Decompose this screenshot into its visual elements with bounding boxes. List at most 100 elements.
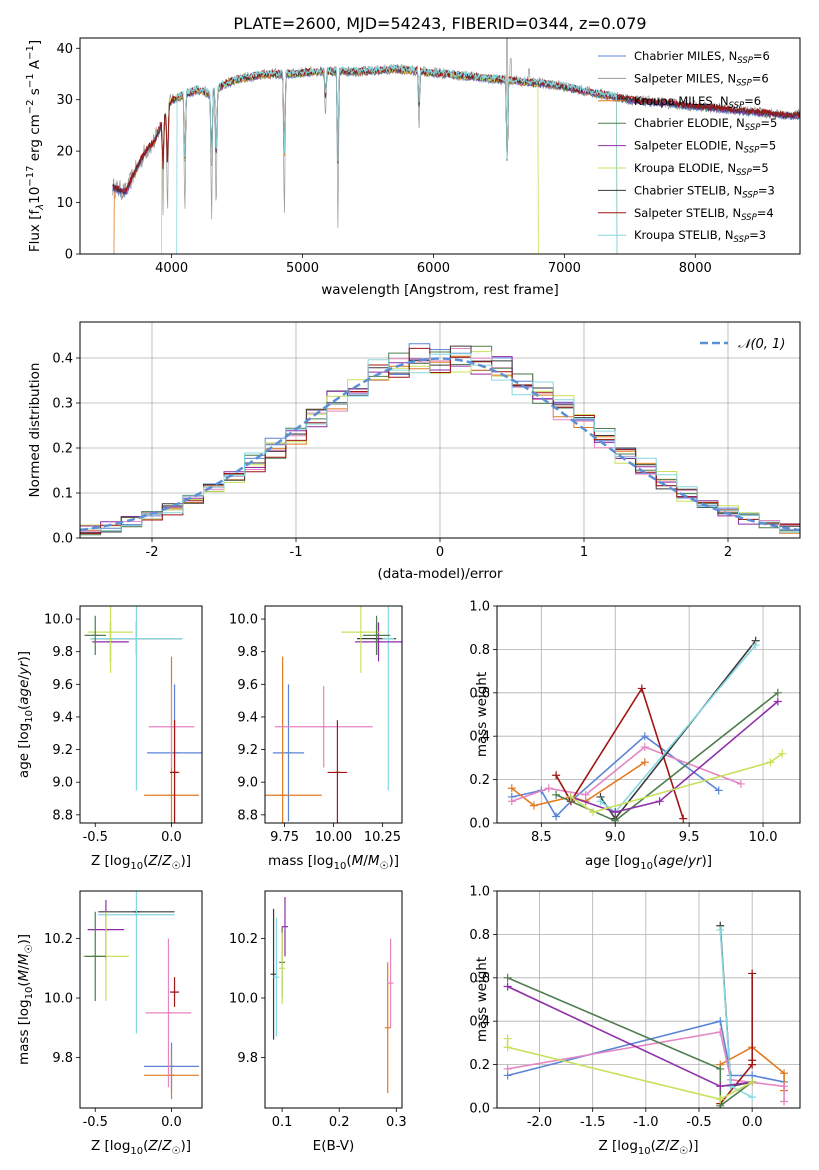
- age_vs_Z-x-axis-label-part: (: [143, 853, 148, 869]
- mass_vs_Z-x-axis-label-part: ☉: [171, 1146, 180, 1157]
- weight_vs_age-x-axis-label-part: age [log: [585, 853, 640, 869]
- weight_vs_age-marker-model_pink: [736, 779, 745, 788]
- mass_vs_Z-y-axis-label-part: 10: [24, 987, 35, 1000]
- legend-label-sub: SSP: [737, 56, 753, 66]
- weight_vs_Z-marker-salpeter_stelib: [748, 969, 757, 978]
- weight_vs_Z-line-kroupa_elodie: [506, 1038, 753, 1101]
- spectrum-y-axis-label-part: ]: [27, 40, 43, 45]
- weight_vs_Z-xtick-label: -0.5: [686, 1115, 711, 1130]
- legend-label-value: =5: [752, 161, 769, 175]
- residuals-xtick-label: 0: [436, 545, 444, 560]
- mass_vs_Z-ytick-label: 9.8: [52, 1051, 73, 1066]
- legend-label-sub: SSP: [745, 123, 761, 133]
- age_vs_Z-y-axis-label-part: )]: [16, 651, 32, 662]
- legend-label-value: =5: [759, 139, 776, 153]
- mass_vs_Z-plot-area: [83, 891, 199, 1100]
- spectrum-y-axis-label-part: s: [27, 88, 43, 99]
- mass_vs_Z-point-salpeter_stelib: [169, 977, 180, 1007]
- weight_vs_age-marker-chabrier_miles: [640, 732, 649, 741]
- legend-label-name: Kroupa MILES, N: [634, 94, 729, 108]
- weight_vs_Z-marker-model_pink: [503, 1064, 512, 1073]
- age_vs_Z-xtick-label: -0.5: [83, 830, 108, 845]
- mass_vs_Z-point-kroupa_miles: [144, 1051, 199, 1100]
- mass_vs_Z-xtick-label: 0.0: [161, 1115, 182, 1130]
- age_vs_mass-ytick-label: 9.0: [237, 776, 258, 791]
- age_vs_Z-y-axis-label-part: age: [16, 680, 32, 705]
- weight_vs_age-xtick-label: 9.5: [679, 830, 700, 845]
- age_vs_mass-x-axis-label-part: mass [log: [268, 853, 334, 869]
- weight_vs_age-marker-chabrier_elodie: [611, 816, 620, 823]
- spectrum-y-axis-label-part: −2: [25, 99, 36, 114]
- weight_vs_age-series-model_pink: [507, 743, 745, 806]
- residuals-xtick-label: -2: [146, 545, 159, 560]
- mass_vs_Z-point-chabrier_elodie: [84, 911, 106, 1001]
- age_vs_mass-point-kroupa_elodie: [341, 606, 381, 673]
- weight_vs_age-ytick-label: 0.2: [469, 773, 490, 788]
- mass_vs_Z-ytick-label: 10.2: [44, 932, 73, 947]
- weight_vs_Z-ticks: -2.0 -1.5 -1.0 -0.5 0.0 0.0 0.2 0.4 0.6 0.8 1.0: [469, 885, 762, 1131]
- age_vs_mass-x-axis-label-part: 10: [334, 861, 347, 872]
- weight_vs_Z-marker-kroupa_elodie: [503, 1043, 512, 1052]
- mass_vs_EBV-axes: 0.1 0.2 0.3 9.8 10.0 10.2: [229, 890, 407, 1130]
- weight_vs_Z-xtick-label: 0.0: [742, 1115, 763, 1130]
- spectrum-ticks: 4000 5000 6000 7000 8000 0 10 20 30 40: [56, 42, 711, 276]
- weight_vs_age-marker-chabrier_elodie: [773, 688, 782, 697]
- legend-label-chabrier_elodie: Chabrier ELODIE, NSSP=5: [634, 116, 777, 133]
- weight_vs_age-marker-kroupa_elodie: [566, 792, 575, 801]
- weight_vs_Z-marker-kroupa_miles: [780, 1069, 789, 1078]
- age_vs_Z-ytick-label: 9.4: [52, 710, 73, 725]
- weight_vs_age-marker-kroupa_miles: [529, 801, 538, 810]
- weight_vs_age-xtick-label: 8.5: [531, 830, 552, 845]
- age_vs_mass-x-axis-label-part: (: [346, 853, 351, 869]
- legend-label-name: Salpeter MILES, N: [634, 71, 736, 85]
- weight_vs_age-line-salpeter_elodie: [570, 700, 779, 813]
- weight_vs_Z-series-kroupa_stelib: [716, 926, 757, 1102]
- weight_vs_age-series-kroupa_elodie: [566, 749, 787, 817]
- weight_vs_age-ticks: 8.5 9.0 9.5 10.0 0.0 0.2 0.4 0.6 0.8 1.0: [469, 600, 777, 846]
- legend-label-name: Kroupa STELIB, N: [634, 228, 734, 242]
- age_vs_Z-x-axis-label-part: ☉: [171, 861, 180, 872]
- weight_vs_Z-xtick-label: -1.0: [633, 1115, 658, 1130]
- age_vs_mass-ytick-label: 9.6: [237, 678, 258, 693]
- weight_vs_age-marker-chabrier_miles: [552, 812, 561, 821]
- weight_vs_Z-plot-area: [503, 921, 789, 1108]
- legend-label-chabrier_miles: Chabrier MILES, NSSP=6: [634, 49, 770, 66]
- mass_vs_Z-x-axis-label-part: 10: [130, 1146, 143, 1157]
- spectrum-ytick-label: 0: [65, 248, 73, 263]
- residuals-ytick-label: 0.4: [52, 352, 73, 367]
- weight_vs_Z-x-axis-label-part: (: [651, 1138, 656, 1154]
- mass_vs_EBV-xtick-label: 0.2: [329, 1115, 350, 1130]
- weight_vs_age-marker-model_pink: [640, 743, 649, 752]
- weight_vs_Z-ytick-label: 0.2: [469, 1058, 490, 1073]
- residuals-ytick-label: 0.3: [52, 397, 73, 412]
- weight_vs_Z-axes: -2.0 -1.5 -1.0 -0.5 0.0 0.0 0.2 0.4 0.6 0.8 1.0: [469, 885, 801, 1131]
- mass_vs_Z-x-axis-label-part: )]: [180, 1138, 191, 1154]
- legend-label-salpeter_miles: Salpeter MILES, NSSP=6: [634, 71, 769, 88]
- weight_vs_age-y-axis-label-part: mass weight: [474, 672, 490, 757]
- weight_vs_age-plot-area: [507, 636, 787, 823]
- spectrum-frame: [79, 37, 801, 255]
- weight_vs_age-x-axis-label-part: /: [683, 853, 688, 869]
- age_vs_Z-x-axis-label-part: /: [158, 853, 163, 869]
- residuals-xtick-label: 2: [724, 545, 732, 560]
- legend-label-normal: 𝒩(0, 1): [738, 337, 785, 352]
- age_vs_Z-ytick-label: 9.6: [52, 678, 73, 693]
- mass_vs_Z-y-axis-label-part: mass [log: [16, 999, 32, 1065]
- weight_vs_age-marker-kroupa_elodie: [589, 808, 598, 817]
- weight_vs_age-ytick-label: 0.0: [469, 817, 490, 832]
- mass_vs_EBV-point-kroupa_stelib: [273, 917, 280, 1037]
- spectrum-y-axis-label-part: −17: [25, 166, 36, 187]
- weight_vs_age-xtick-label: 10.0: [749, 830, 778, 845]
- age_vs_mass-plot-area: [265, 606, 402, 823]
- mass_vs_Z-point-model_pink: [145, 938, 192, 1088]
- weight_vs_Z-ytick-label: 0.4: [469, 1015, 490, 1030]
- age_vs_mass-ytick-label: 9.8: [237, 645, 258, 660]
- age_vs_Z-point-model_pink: [148, 685, 195, 768]
- weight_vs_Z-marker-model_pink: [780, 1082, 789, 1091]
- legend-label-sub: SSP: [736, 168, 752, 178]
- weight_vs_Z-x-axis-label-part: 10: [638, 1146, 651, 1157]
- spectrum-ytick-label: 20: [56, 145, 73, 160]
- mass_vs_EBV-point-kroupa_elodie: [279, 932, 286, 1004]
- weight_vs_Z-xtick-label: -1.5: [580, 1115, 605, 1130]
- weight_vs_Z-x-axis-label-part: )]: [688, 1138, 699, 1154]
